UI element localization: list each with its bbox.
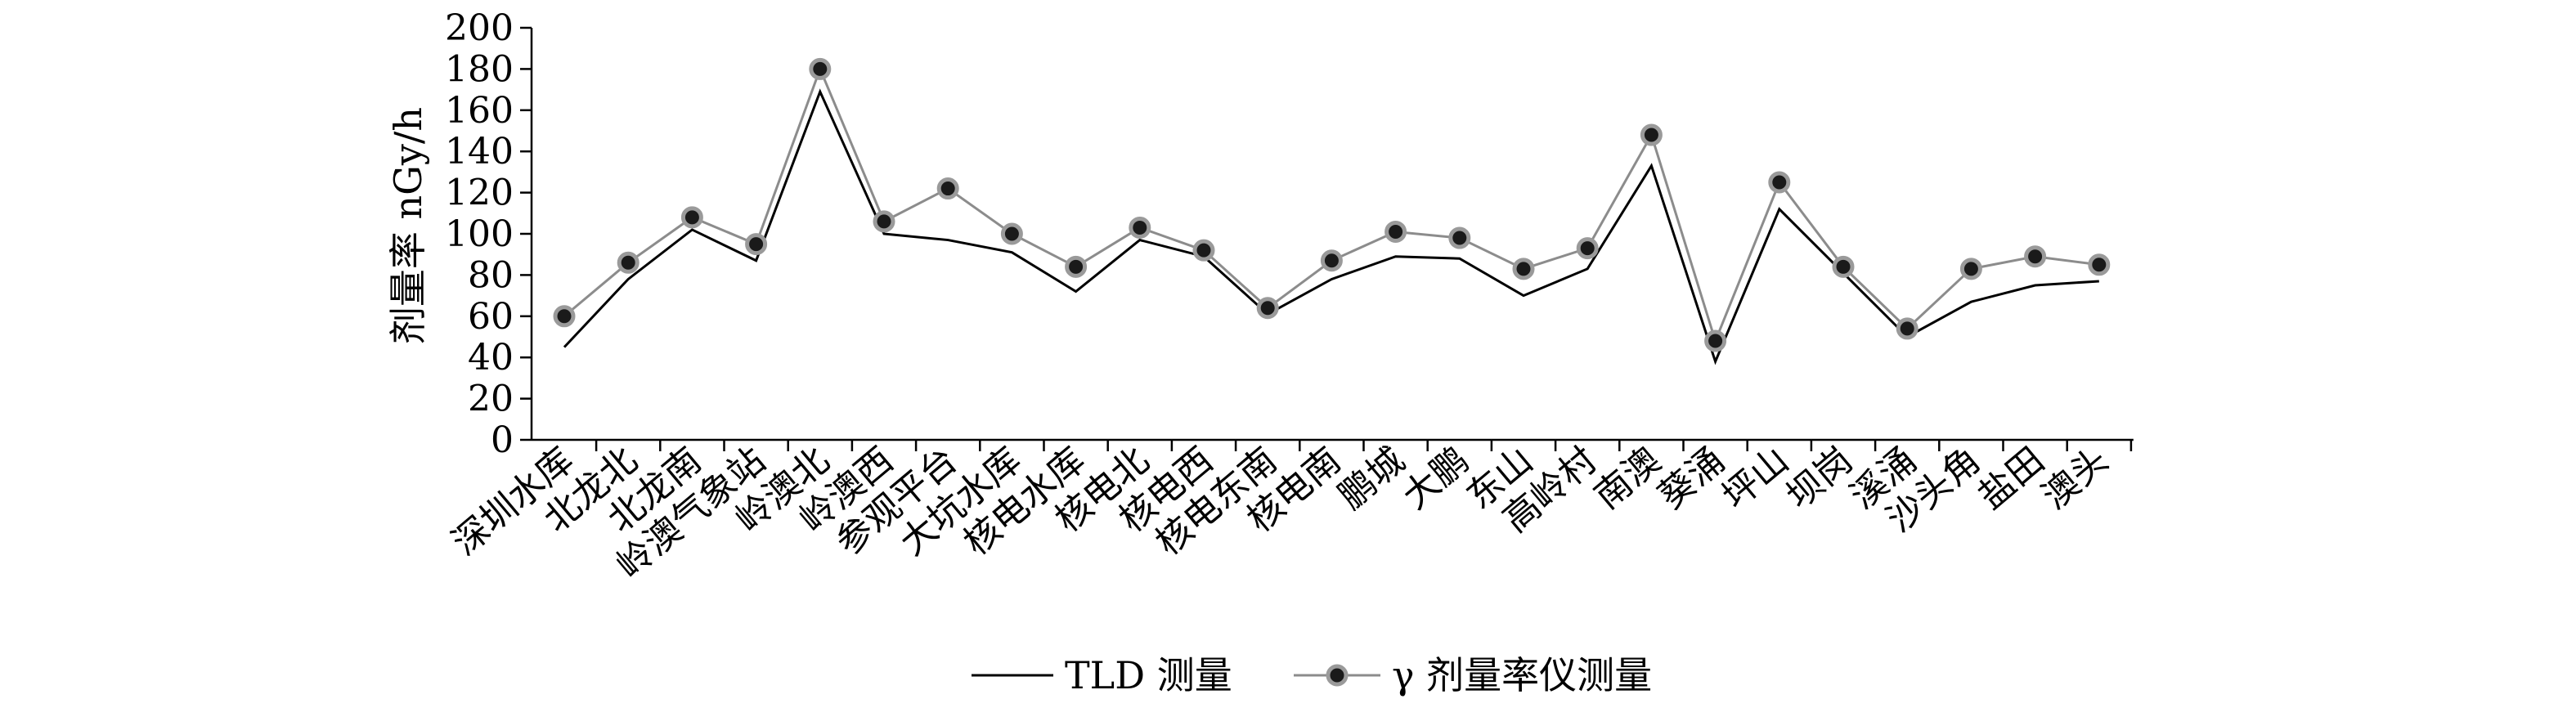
data-point-gamma xyxy=(1576,237,1599,260)
data-point-gamma xyxy=(1065,255,1088,278)
data-point-gamma xyxy=(1256,297,1279,320)
x-tick-label: 盐田 xyxy=(1970,439,2052,518)
data-point-gamma xyxy=(1704,329,1727,352)
y-tick-label: 40 xyxy=(468,337,514,379)
data-point-gamma xyxy=(1768,171,1791,194)
data-point-gamma xyxy=(2024,245,2047,268)
x-tick-label: 大鹏 xyxy=(1395,439,1477,518)
data-point-gamma xyxy=(2088,253,2111,276)
y-tick-label: 180 xyxy=(445,48,514,90)
legend-label-gamma: γ 剂量率仪测量 xyxy=(1392,653,1652,697)
data-point-gamma xyxy=(1129,216,1151,239)
data-point-gamma xyxy=(617,251,640,274)
x-tick-label: 南澳 xyxy=(1586,439,1668,518)
x-tick-label: 坝岗 xyxy=(1779,439,1860,518)
data-point-gamma xyxy=(936,177,959,200)
series-layer xyxy=(553,57,2111,365)
data-point-gamma xyxy=(1896,317,1919,340)
y-tick-label: 140 xyxy=(445,131,514,173)
data-point-gamma xyxy=(809,57,832,80)
y-tick-label: 100 xyxy=(445,213,514,255)
data-point-gamma xyxy=(1192,239,1215,262)
y-tick-label: 20 xyxy=(468,379,514,420)
data-point-gamma xyxy=(873,210,895,233)
y-tick-label: 120 xyxy=(445,173,514,214)
data-point-gamma xyxy=(680,206,703,229)
x-axis-ticks: 深圳水库北龙北北龙南岭澳气象站岭澳北岭澳西参观平台大坑水库核电水库核电北核电西核… xyxy=(444,439,2133,587)
x-tick-label: 澳头 xyxy=(2035,439,2116,518)
x-tick-label: 鹏城 xyxy=(1331,439,1412,518)
data-point-gamma xyxy=(1832,255,1855,278)
y-tick-label: 160 xyxy=(445,90,514,132)
y-tick-label: 0 xyxy=(491,419,514,461)
legend-label-tld: TLD 测量 xyxy=(1065,653,1232,697)
series-line-tld xyxy=(563,88,2099,365)
data-point-gamma xyxy=(553,305,576,328)
y-tick-label: 200 xyxy=(445,7,514,49)
y-tick-label: 80 xyxy=(468,254,514,296)
data-point-gamma xyxy=(1320,249,1343,272)
data-point-gamma xyxy=(1000,222,1023,245)
data-point-gamma xyxy=(1640,123,1663,146)
legend: TLD 测量 γ 剂量率仪测量 xyxy=(972,653,1652,697)
data-point-gamma xyxy=(1512,258,1535,280)
data-point-gamma xyxy=(745,233,768,256)
y-tick-label: 60 xyxy=(468,296,514,338)
legend-swatch-gamma-marker xyxy=(1326,664,1349,687)
x-tick-label: 坪山 xyxy=(1715,439,1797,518)
y-axis-title: 剂量率 nGy/h xyxy=(386,107,430,344)
axes xyxy=(530,28,2134,441)
data-point-gamma xyxy=(1448,226,1471,249)
x-tick-label: 葵涌 xyxy=(1650,439,1732,518)
data-point-gamma xyxy=(1384,220,1407,243)
data-point-gamma xyxy=(1959,258,1982,280)
